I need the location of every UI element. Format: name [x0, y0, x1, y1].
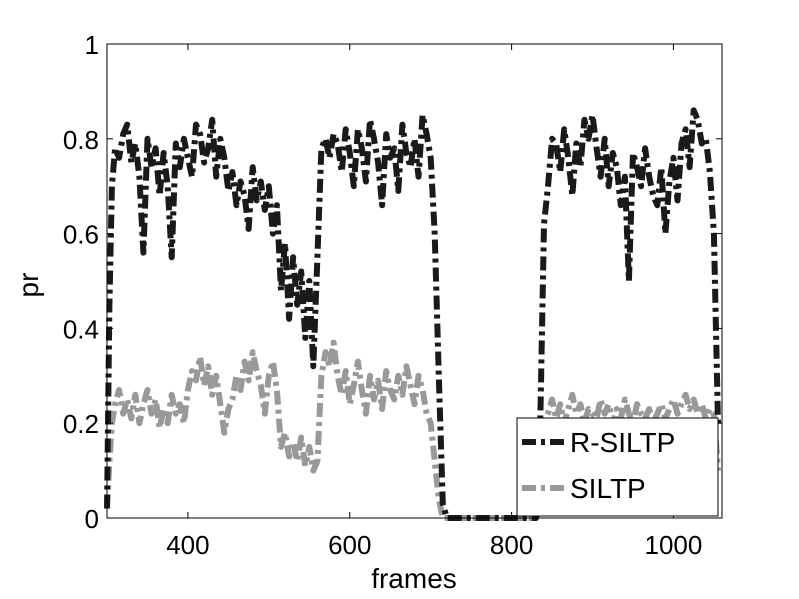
- x-tick-label: 400: [166, 530, 209, 560]
- y-tick-label: 0: [85, 504, 99, 534]
- plot-frame: [106, 43, 723, 519]
- y-tick-label: 1: [85, 30, 99, 60]
- x-tick-label: 800: [490, 530, 533, 560]
- series-layer: [104, 107, 721, 521]
- y-tick-label: 0.6: [63, 220, 99, 250]
- legend-label-siltp: SILTP: [570, 473, 646, 504]
- legend-label-r-siltp: R-SILTP: [570, 427, 675, 458]
- y-tick-label: 0.8: [63, 125, 99, 155]
- x-tick-label: 600: [328, 530, 371, 560]
- y-tick-label: 0.4: [63, 314, 99, 344]
- x-axis-label: frames: [371, 563, 457, 594]
- series-line-siltp: [104, 339, 721, 521]
- legend-box: [516, 417, 719, 517]
- ticks-layer: 400 600 800 1000 0 0.2 0.4 0.6 0.8 1: [63, 30, 722, 560]
- y-axis-label: pr: [13, 273, 44, 298]
- legend: R-SILTP SILTP: [516, 417, 719, 517]
- x-tick-label: 1000: [645, 530, 703, 560]
- y-tick-label: 0.2: [63, 409, 99, 439]
